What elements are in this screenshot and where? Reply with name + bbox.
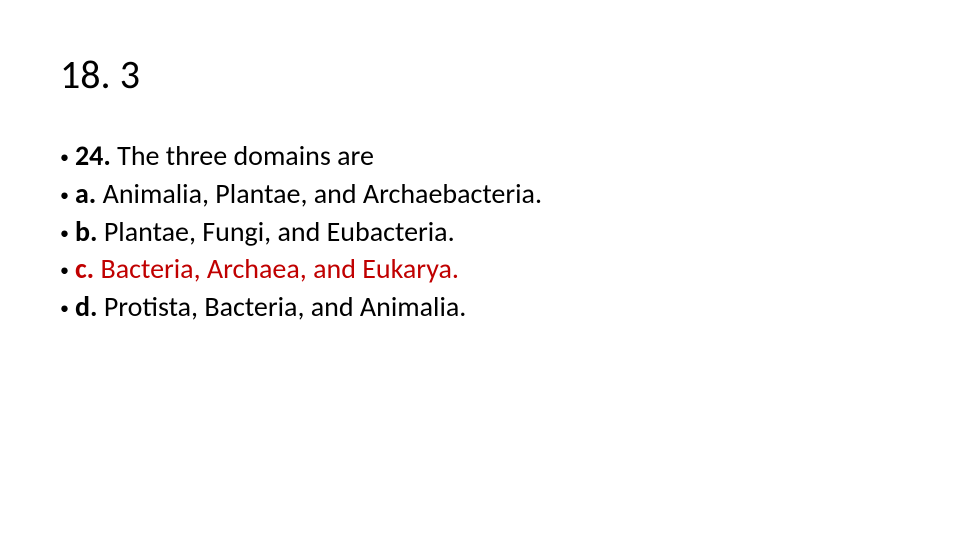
option-text: Bacteria, Archaea, and Eukarya. xyxy=(94,250,459,288)
option-c: • c. Bacteria, Archaea, and Eukarya. xyxy=(60,250,900,288)
option-label: d. xyxy=(75,288,98,326)
option-text: Animalia, Plantae, and Archaebacteria. xyxy=(96,175,542,213)
option-text: Protista, Bacteria, and Animalia. xyxy=(97,288,466,326)
option-label: b. xyxy=(75,213,98,251)
bullet-icon: • xyxy=(60,148,69,166)
question-text: The three domains are xyxy=(111,137,374,175)
option-a: • a. Animalia, Plantae, and Archaebacter… xyxy=(60,175,900,213)
option-text: Plantae, Fungi, and Eubacteria. xyxy=(97,213,454,251)
question-line: • 24. The three domains are xyxy=(60,137,900,175)
bullet-icon: • xyxy=(60,186,69,204)
bullet-icon: • xyxy=(60,299,69,317)
question-block: • 24. The three domains are • a. Animali… xyxy=(60,137,900,326)
bullet-icon: • xyxy=(60,261,69,279)
section-title: 18. 3 xyxy=(60,50,900,99)
option-label: c. xyxy=(75,250,94,288)
bullet-icon: • xyxy=(60,224,69,242)
slide: 18. 3 • 24. The three domains are • a. A… xyxy=(0,0,960,326)
question-number: 24. xyxy=(75,137,111,175)
option-b: • b. Plantae, Fungi, and Eubacteria. xyxy=(60,213,900,251)
option-label: a. xyxy=(75,175,96,213)
option-d: • d. Protista, Bacteria, and Animalia. xyxy=(60,288,900,326)
